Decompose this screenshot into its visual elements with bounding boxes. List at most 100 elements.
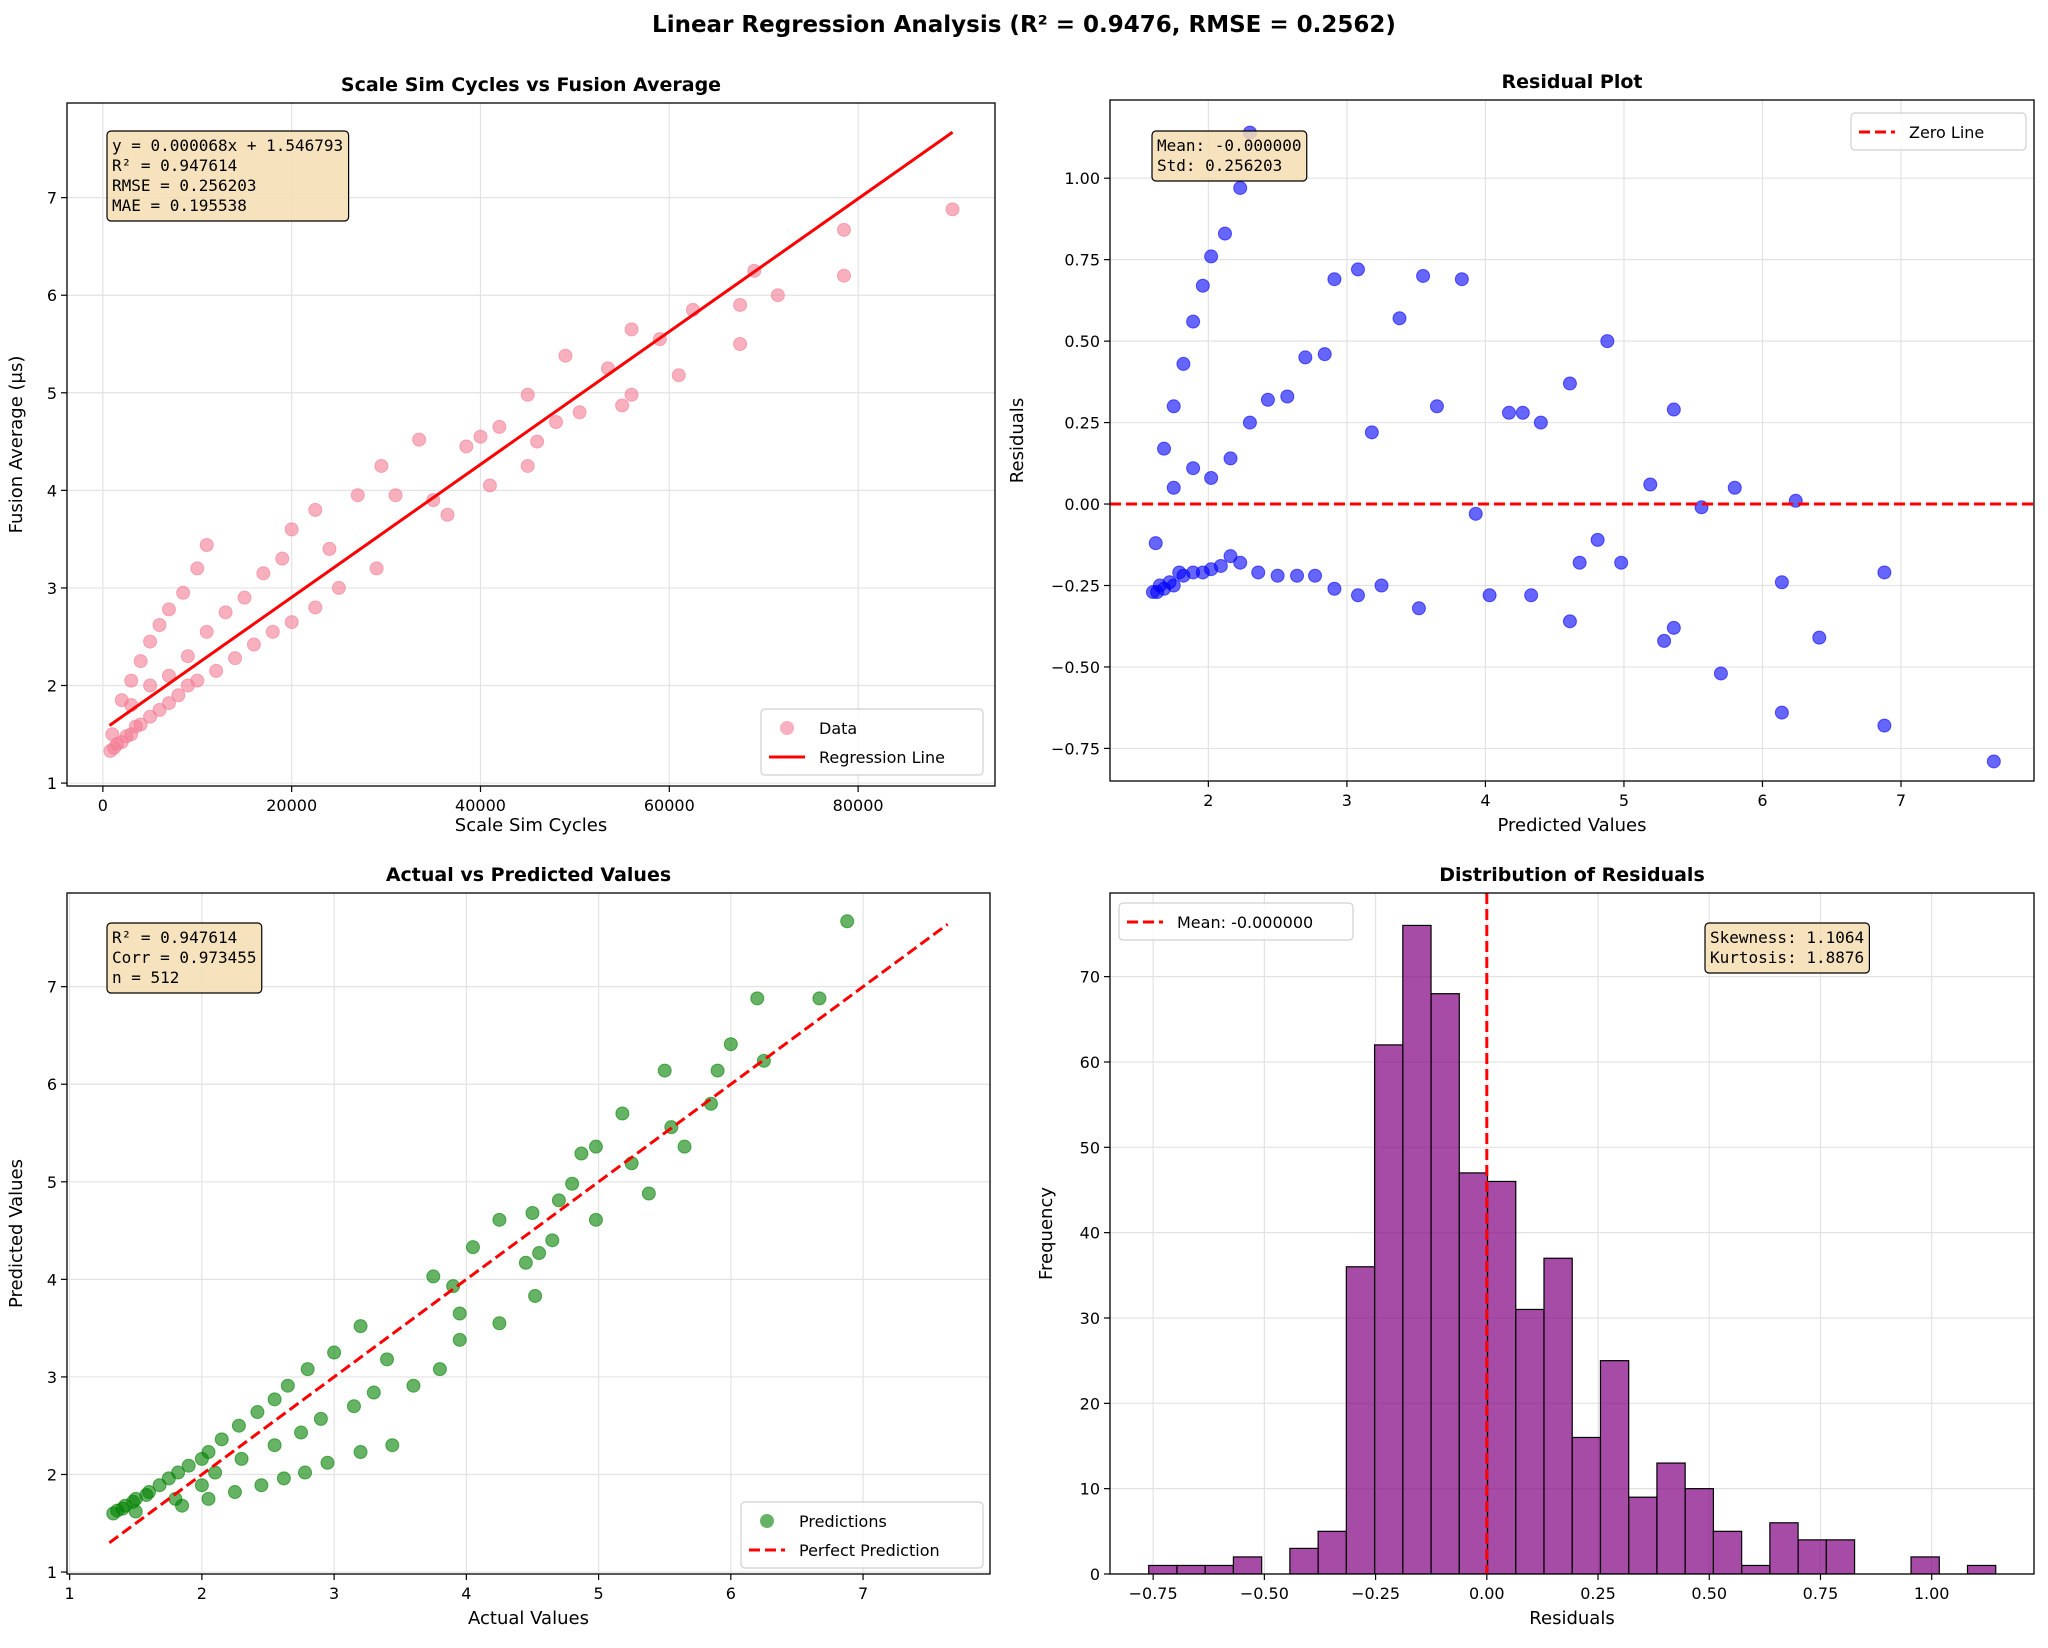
data-point	[432, 1362, 447, 1377]
data-point	[1350, 262, 1365, 277]
data-point	[152, 618, 167, 633]
data-point	[1317, 347, 1332, 362]
data-point	[588, 1212, 603, 1227]
legend-frame	[760, 708, 984, 776]
data-point	[152, 702, 167, 717]
data-point	[1666, 402, 1681, 417]
data-point	[710, 1063, 725, 1078]
annotation-line: n = 512	[112, 968, 179, 987]
data-point	[641, 1186, 656, 1201]
y-tick-label: 10	[1080, 1480, 1100, 1499]
legend-label: Predictions	[799, 1512, 887, 1531]
data-point	[105, 727, 120, 742]
data-point	[267, 1438, 282, 1453]
data-point	[218, 605, 233, 620]
data-point	[374, 458, 389, 473]
histogram-bar	[1515, 1308, 1545, 1574]
data-point	[624, 322, 639, 337]
data-point	[1986, 754, 2001, 769]
data-point	[459, 439, 474, 454]
y-tick-label: 40	[1080, 1224, 1100, 1243]
data-point	[1166, 578, 1181, 593]
data-point	[1572, 555, 1587, 570]
histogram-bar	[1176, 1564, 1206, 1574]
histogram-bar	[1712, 1530, 1743, 1574]
histogram-bar	[1458, 1172, 1489, 1574]
data-point	[161, 602, 176, 617]
x-tick-label: 7	[1896, 791, 1906, 810]
data-point	[545, 1233, 560, 1248]
x-tick-label: 5	[1619, 791, 1629, 810]
x-tick-label: 40000	[455, 796, 506, 815]
annotation-line: R² = 0.947614	[112, 156, 237, 175]
data-point	[1186, 461, 1201, 476]
y-tick-label: 0.00	[1064, 495, 1100, 514]
data-point	[532, 1246, 547, 1261]
data-point	[385, 1438, 400, 1453]
x-tick-label: 2	[197, 1584, 207, 1603]
data-point	[1515, 405, 1530, 420]
x-tick-label: 1.00	[1914, 1584, 1950, 1603]
data-point	[1166, 399, 1181, 414]
data-point	[1280, 389, 1295, 404]
data-point	[812, 991, 827, 1006]
data-point	[588, 1139, 603, 1154]
data-point	[267, 1392, 282, 1407]
x-tick-label: −0.75	[1129, 1584, 1178, 1603]
histogram-bar	[1543, 1257, 1573, 1574]
data-point	[671, 368, 686, 383]
histogram-bar	[1430, 993, 1460, 1574]
data-point	[1350, 588, 1365, 603]
data-point	[275, 551, 290, 566]
x-tick-label: 6	[1757, 791, 1767, 810]
y-tick-label: 5	[47, 1173, 57, 1192]
data-point	[350, 488, 365, 503]
data-point	[525, 1206, 540, 1221]
y-tick-label: 6	[47, 1075, 57, 1094]
data-point	[1411, 601, 1426, 616]
data-point	[836, 268, 851, 283]
x-tick-label: 0	[98, 796, 108, 815]
data-point	[1877, 565, 1892, 580]
data-point	[194, 1478, 209, 1493]
data-point	[228, 651, 243, 666]
data-point	[1429, 399, 1444, 414]
annotation-background	[106, 922, 263, 994]
regression-line	[108, 131, 954, 727]
data-point	[1270, 568, 1285, 583]
data-point	[836, 222, 851, 237]
data-point	[161, 696, 176, 711]
x-tick-label: 6	[726, 1584, 736, 1603]
x-tick-label: −0.50	[1240, 1584, 1289, 1603]
legend: Data Regression Line	[760, 708, 984, 776]
histogram-bar	[1373, 1044, 1404, 1574]
y-tick-label: 3	[47, 1368, 57, 1387]
y-tick-label: 70	[1080, 968, 1100, 987]
data-point	[624, 387, 639, 402]
data-point	[549, 415, 564, 430]
x-tick-label: 3	[329, 1584, 339, 1603]
data-point	[1374, 578, 1389, 593]
data-point	[1524, 588, 1539, 603]
x-tick-label: 5	[593, 1584, 603, 1603]
histogram-bar	[1317, 1530, 1347, 1574]
data-point	[446, 1279, 461, 1294]
legend-label: Perfect Prediction	[799, 1541, 940, 1560]
data-point	[1290, 568, 1305, 583]
data-point	[208, 1465, 223, 1480]
data-point	[452, 1306, 467, 1321]
axes-frame	[66, 892, 991, 1575]
data-point	[265, 624, 280, 639]
data-point	[1657, 633, 1672, 648]
data-point	[473, 429, 488, 444]
y-tick-label: 0.50	[1064, 332, 1100, 351]
data-point	[1327, 272, 1342, 287]
data-point	[284, 522, 299, 537]
data-point	[143, 678, 158, 693]
data-point	[1213, 558, 1228, 573]
data-point	[331, 580, 346, 595]
y-tick-label: 5	[47, 384, 57, 403]
data-point	[176, 585, 191, 600]
axes-frame	[1109, 892, 2035, 1575]
